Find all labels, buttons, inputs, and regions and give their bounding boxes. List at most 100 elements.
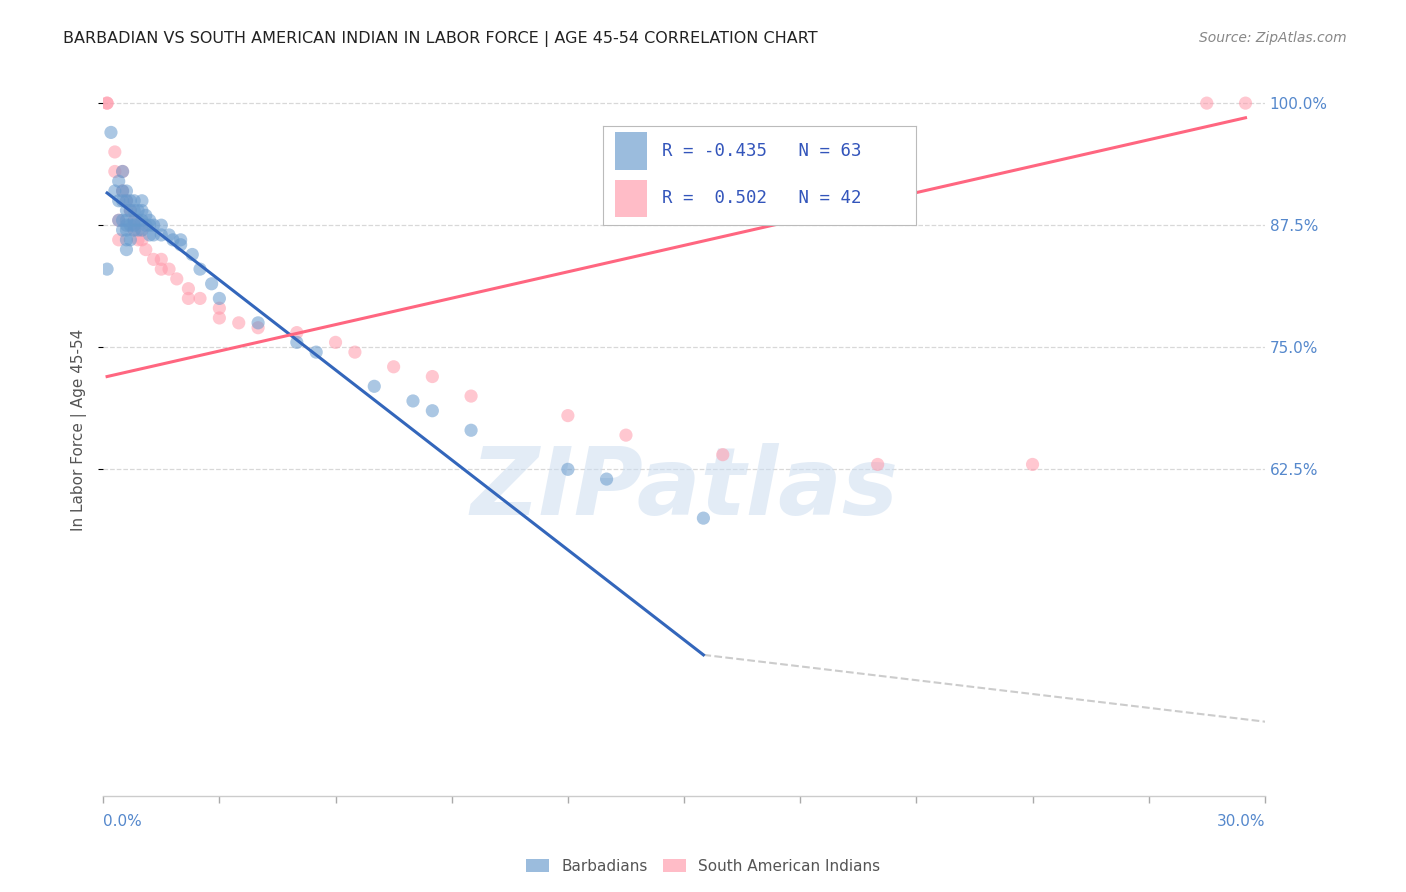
Point [135,243,157,257]
Point [122,194,145,208]
Point [111,213,134,227]
Point [614,428,637,442]
Point [120,203,142,218]
Point [157,227,180,242]
Point [285,326,308,340]
Point [177,282,200,296]
Text: 30.0%: 30.0% [1216,814,1265,829]
Point [135,218,157,232]
Point [122,203,145,218]
Point [131,233,153,247]
Point [120,218,142,232]
Point [305,345,328,359]
Point [181,247,204,261]
Point [422,369,444,384]
Point [692,511,714,525]
Text: BARBADIAN VS SOUTH AMERICAN INDIAN IN LABOR FORCE | AGE 45-54 CORRELATION CHART: BARBADIAN VS SOUTH AMERICAN INDIAN IN LA… [63,31,818,47]
Point [131,223,153,237]
Point [107,213,129,227]
Point [150,218,173,232]
Point [150,227,173,242]
Point [208,301,231,316]
Point [115,233,138,247]
Point [127,203,149,218]
Point [104,184,127,198]
Point [866,458,889,472]
Point [166,272,188,286]
Point [460,389,482,403]
Point [111,164,134,178]
Point [107,174,129,188]
Point [1021,458,1043,472]
Point [1234,96,1257,111]
Point [247,320,270,334]
Point [135,209,157,223]
Point [100,125,122,139]
Point [382,359,405,374]
Point [402,394,425,409]
Point [115,194,138,208]
Point [120,203,142,218]
Point [111,164,134,178]
Point [122,223,145,237]
Point [122,213,145,227]
Point [111,223,134,237]
Point [120,233,142,247]
Point [162,233,184,247]
Point [343,345,366,359]
Point [711,448,734,462]
Point [188,262,211,277]
Point [107,233,129,247]
Point [422,403,444,417]
Point [111,184,134,198]
Point [127,233,149,247]
Point [557,409,579,423]
Point [131,203,153,218]
Point [115,223,138,237]
Point [115,218,138,232]
Text: 0.0%: 0.0% [103,814,142,829]
Point [138,218,160,232]
Point [122,223,145,237]
Point [122,218,145,232]
Point [142,252,165,267]
Point [138,227,160,242]
Point [247,316,270,330]
Text: Source: ZipAtlas.com: Source: ZipAtlas.com [1199,31,1347,45]
Point [115,184,138,198]
Point [96,96,118,111]
Point [107,213,129,227]
Point [208,292,231,306]
Point [1195,96,1218,111]
Point [201,277,224,291]
Point [228,316,250,330]
Point [157,262,180,277]
Point [115,243,138,257]
Point [177,292,200,306]
Point [107,194,129,208]
Point [363,379,385,393]
Text: ZIPatlas: ZIPatlas [470,442,898,535]
Point [142,218,165,232]
Y-axis label: In Labor Force | Age 45-54: In Labor Force | Age 45-54 [72,329,87,532]
Point [96,96,118,111]
Point [111,184,134,198]
Point [127,223,149,237]
Point [131,223,153,237]
Point [169,233,191,247]
Point [131,194,153,208]
Point [169,237,191,252]
Point [115,213,138,227]
Point [131,213,153,227]
Point [96,262,118,277]
Point [208,310,231,325]
Point [104,145,127,159]
Point [150,262,173,277]
Point [188,292,211,306]
Point [122,213,145,227]
Legend: Barbadians, South American Indians: Barbadians, South American Indians [520,853,886,880]
Point [115,203,138,218]
Point [127,213,149,227]
Point [460,423,482,437]
Point [104,164,127,178]
